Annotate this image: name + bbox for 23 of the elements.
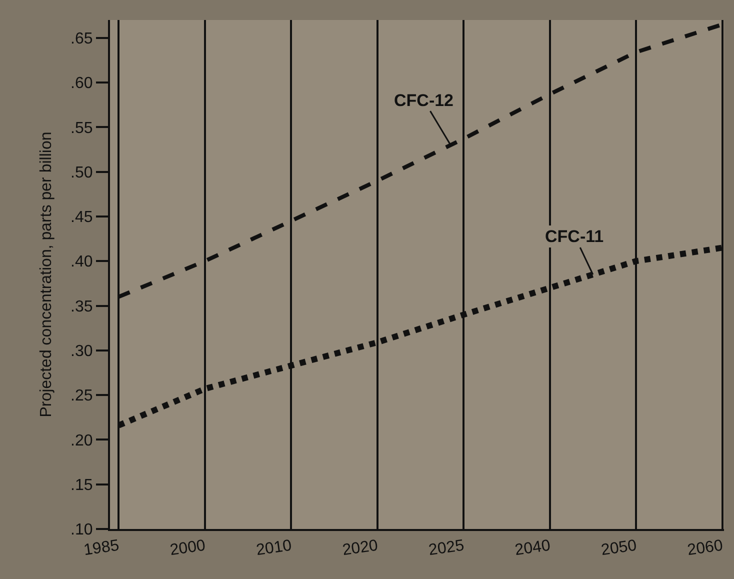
y-tick-label: .45 [70, 209, 93, 226]
y-tick-label: .15 [70, 476, 93, 494]
y-axis-title: Projected concentration, parts per billion [38, 132, 55, 418]
y-tick-label: .40 [70, 254, 93, 271]
x-tick-label: 2040 [514, 537, 552, 560]
x-tick-label: 2025 [428, 537, 466, 560]
x-tick-label: 2000 [168, 537, 207, 560]
x-tick-label: 1985 [82, 537, 120, 560]
y-tick-label: .60 [70, 75, 93, 92]
x-tick-label: 2050 [600, 537, 638, 560]
y-tick-label: .20 [70, 432, 93, 450]
x-tick-label: 2010 [255, 537, 293, 560]
y-tick-label: .35 [70, 298, 93, 316]
series-label: CFC-12 [394, 91, 454, 110]
x-tick-label: 2020 [341, 537, 380, 560]
y-tick-label: .55 [70, 120, 93, 137]
y-tick-label: .25 [70, 388, 93, 405]
y-tick-label: .30 [70, 343, 93, 360]
x-tick-label: 2060 [686, 537, 724, 560]
series-label: CFC-11 [545, 227, 604, 246]
y-tick-label: .50 [70, 164, 93, 182]
y-tick-label: .65 [70, 30, 93, 48]
y-tick-label: .10 [70, 522, 93, 539]
